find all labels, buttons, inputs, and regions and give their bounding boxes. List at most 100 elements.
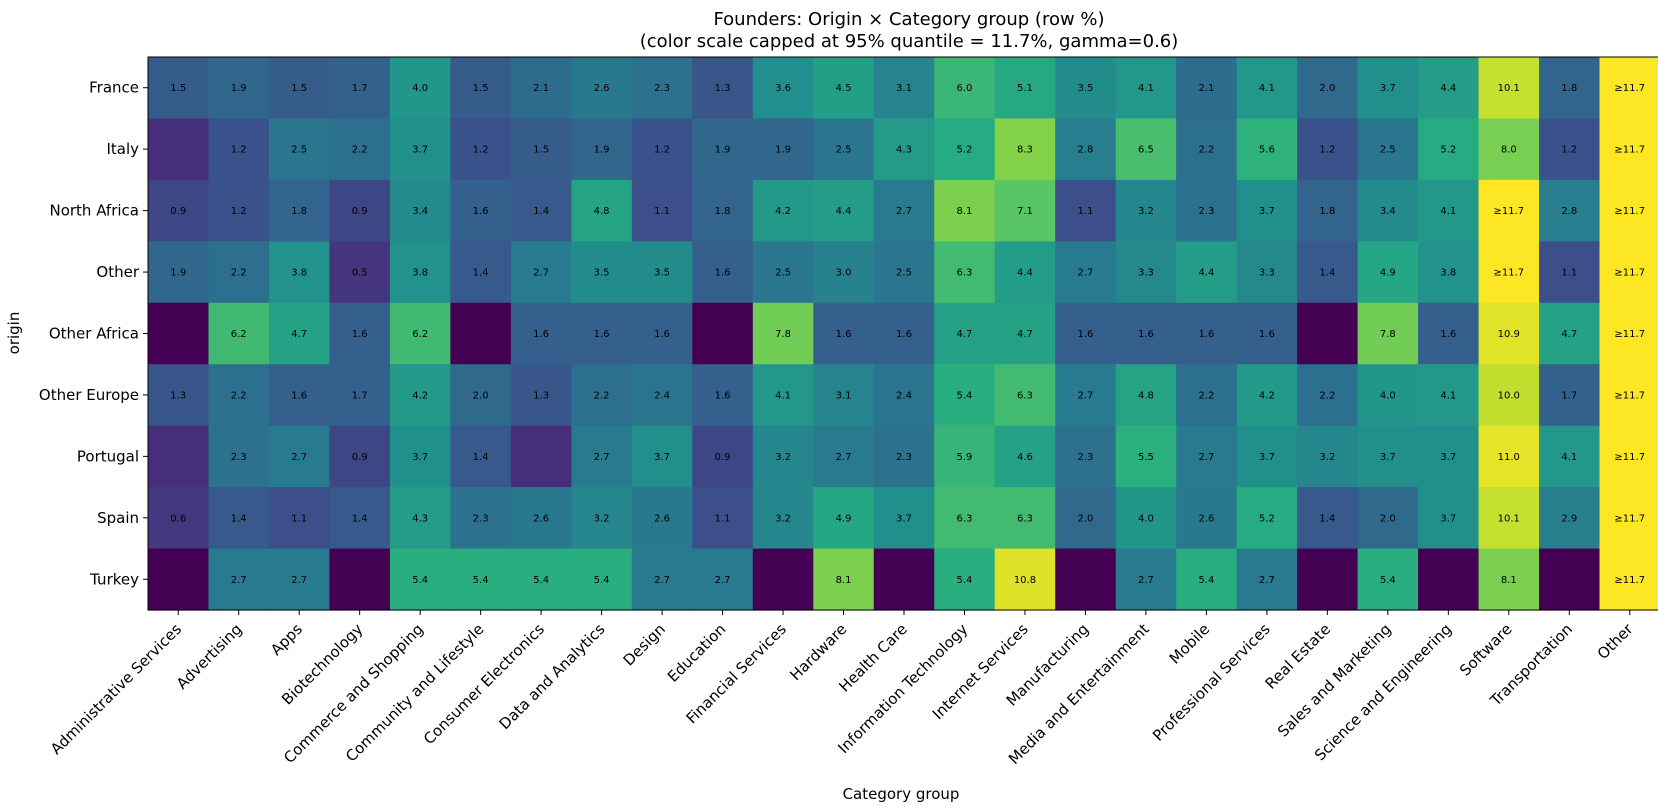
- heatmap-cell: [752, 241, 814, 304]
- cell-value-label: 2.2: [1198, 390, 1214, 401]
- heatmap-cell: [450, 118, 512, 181]
- cell-value-label: 4.7: [291, 329, 307, 340]
- heatmap-cell: [1599, 364, 1658, 427]
- heatmap-cell: [571, 425, 633, 488]
- heatmap-cell: [208, 548, 270, 611]
- cell-value-label: 4.1: [775, 390, 791, 401]
- cell-value-label: 2.5: [775, 268, 791, 279]
- cell-value-label: 3.1: [896, 83, 912, 94]
- y-tick-label: Other: [96, 263, 139, 281]
- heatmap-cell: [873, 548, 935, 611]
- heatmap-cell: [1539, 364, 1601, 427]
- cell-value-label: 4.1: [1561, 452, 1577, 463]
- heatmap-cell: [148, 241, 210, 304]
- cell-value-label: 1.6: [715, 268, 731, 279]
- cell-value-label: 7.1: [1017, 206, 1033, 217]
- cell-value-label: 2.2: [231, 268, 247, 279]
- cell-value-label: 2.3: [473, 513, 489, 524]
- heatmap-cell: [329, 241, 391, 304]
- cell-value-label: 5.2: [1259, 513, 1275, 524]
- cell-value-label: 4.1: [1138, 83, 1154, 94]
- heatmap-cell: [450, 487, 512, 550]
- heatmap-cell: [1418, 487, 1480, 550]
- heatmap-cell: [1176, 487, 1238, 550]
- x-tick-label: Other: [1594, 620, 1637, 663]
- heatmap-cell: [631, 364, 693, 427]
- cell-value-label: 2.7: [594, 452, 610, 463]
- x-tick-label: Apps: [267, 620, 306, 659]
- cell-value-label: 8.1: [957, 206, 973, 217]
- heatmap-cell: [873, 118, 935, 181]
- heatmap-cell: [1297, 57, 1359, 120]
- heatmap-cell: [510, 548, 572, 611]
- cell-value-label: 4.0: [1138, 513, 1154, 524]
- heatmap-cell: [389, 487, 451, 550]
- heatmap-cell: [1478, 57, 1540, 120]
- cell-value-label: 3.7: [412, 145, 428, 156]
- heatmap-cell: [1297, 302, 1359, 365]
- heatmap-cell: [1599, 118, 1658, 181]
- heatmap-cell: [510, 57, 572, 120]
- cell-value-label: 0.9: [352, 452, 368, 463]
- heatmap-cell: [1236, 487, 1298, 550]
- heatmap-cell: [450, 425, 512, 488]
- heatmap-cell: [1176, 57, 1238, 120]
- heatmap-cell: [389, 179, 451, 242]
- cell-value-label: 4.4: [1440, 83, 1456, 94]
- cell-value-label: 5.5: [1138, 452, 1154, 463]
- heatmap-cell: [1115, 57, 1177, 120]
- cell-value-label: 2.7: [291, 575, 307, 586]
- heatmap-cell: [692, 118, 754, 181]
- cell-value-label: 5.2: [1440, 145, 1456, 156]
- heatmap-cell: [1236, 302, 1298, 365]
- heatmap-cells: [148, 57, 1658, 611]
- heatmap-cell: [934, 425, 996, 488]
- heatmap-cell: [1176, 118, 1238, 181]
- cell-value-label: 6.3: [957, 513, 973, 524]
- heatmap-cell: [389, 425, 451, 488]
- cell-value-label: 1.9: [170, 268, 186, 279]
- cell-value-label: 2.6: [533, 513, 549, 524]
- cell-value-label: 1.6: [1259, 329, 1275, 340]
- cell-value-label: 6.0: [957, 83, 973, 94]
- heatmap-cell: [208, 425, 270, 488]
- x-tick-label: Education: [664, 620, 730, 686]
- cell-value-label: 4.8: [1138, 390, 1154, 401]
- heatmap-cell: [1478, 302, 1540, 365]
- x-tick-label: Sales and Marketing: [1274, 620, 1395, 741]
- heatmap-cell: [148, 179, 210, 242]
- heatmap-cell: [1357, 302, 1419, 365]
- cell-value-label: 1.6: [654, 329, 670, 340]
- heatmap-cell: [752, 57, 814, 120]
- heatmap-cell: [1236, 241, 1298, 304]
- heatmap-cell: [268, 118, 331, 181]
- heatmap-cell: [1055, 302, 1117, 365]
- heatmap-cell: [692, 57, 754, 120]
- cell-value-label: 5.1: [1017, 83, 1033, 94]
- heatmap-cell: [1357, 118, 1419, 181]
- y-tick-label: France: [89, 79, 139, 97]
- heatmap-cell: [934, 548, 996, 611]
- cell-value-label: 7.8: [1380, 329, 1396, 340]
- cell-value-label: ≥11.7: [1614, 268, 1645, 279]
- cell-value-label: 2.3: [1077, 452, 1093, 463]
- cell-value-label: 4.0: [1380, 390, 1396, 401]
- heatmap-cell: [994, 487, 1056, 550]
- heatmap-cell: [873, 487, 935, 550]
- cell-value-label: 1.6: [1077, 329, 1093, 340]
- cell-value-label: 6.3: [1017, 513, 1033, 524]
- heatmap-cell: [1599, 179, 1658, 242]
- heatmap-cell: [510, 179, 572, 242]
- heatmap-cell: [631, 425, 693, 488]
- cell-value-label: 1.5: [170, 83, 186, 94]
- cell-value-label: 2.3: [231, 452, 247, 463]
- cell-value-label: 4.3: [412, 513, 428, 524]
- heatmap-cell: [1115, 425, 1177, 488]
- cell-value-label: 10.8: [1014, 575, 1036, 586]
- cell-value-label: 3.8: [412, 268, 428, 279]
- heatmap-cell: [813, 179, 875, 242]
- heatmap-cell: [208, 487, 270, 550]
- heatmap-cell: [329, 302, 391, 365]
- heatmap-cell: [148, 302, 210, 365]
